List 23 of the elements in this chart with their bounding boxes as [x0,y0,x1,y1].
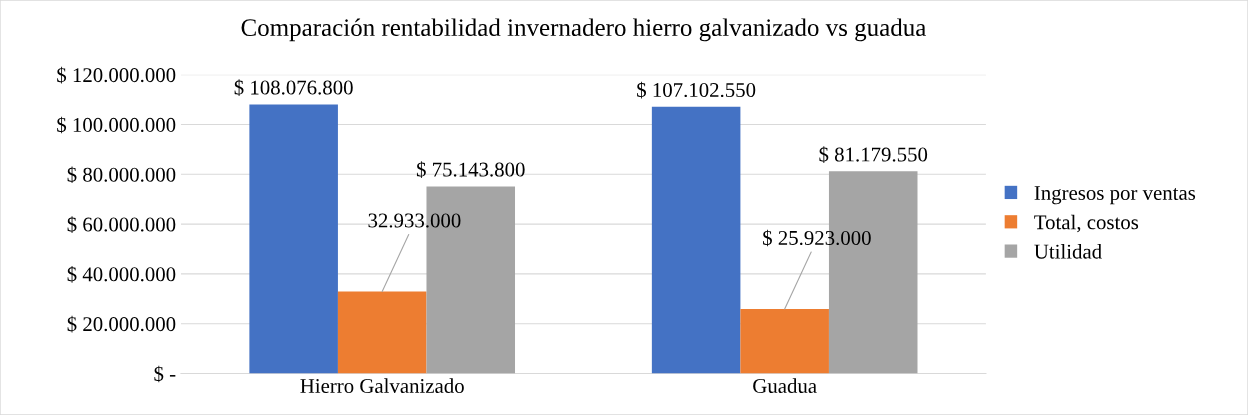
bar [740,308,829,374]
data-label: $ 108.076.800 [234,79,353,96]
chart-title: Comparación rentabilidad invernadero hierro galvanizado vs guadua [241,18,927,42]
x-tick-label: Guadua [753,378,817,394]
data-label: $ 81.179.550 [819,146,928,163]
x-tick-label: Hierro Galvanizado [300,378,464,394]
y-tick-label: $ - [154,365,176,383]
y-tick-label: $ 60.000.000 [67,216,176,233]
bar [337,291,427,374]
y-tick-label: $ 80.000.000 [67,166,176,184]
bar [651,106,741,374]
data-label: 32.933.000 [368,213,461,228]
legend-label: Ingresos por ventas [1034,186,1196,205]
bar [249,104,338,374]
y-tick-label: $ 100.000.000 [57,116,176,134]
data-label: $ 75.143.800 [416,161,525,178]
y-tick-label: $ 120.000.000 [57,66,176,84]
data-label: $ 107.102.550 [637,81,756,99]
y-tick-label: $ 40.000.000 [67,266,176,283]
legend-label: Utilidad [1034,243,1102,259]
legend-label: Total, costos [1034,214,1139,233]
y-tick-label: $ 20.000.000 [67,315,176,333]
data-label: $ 25.923.000 [763,229,871,247]
